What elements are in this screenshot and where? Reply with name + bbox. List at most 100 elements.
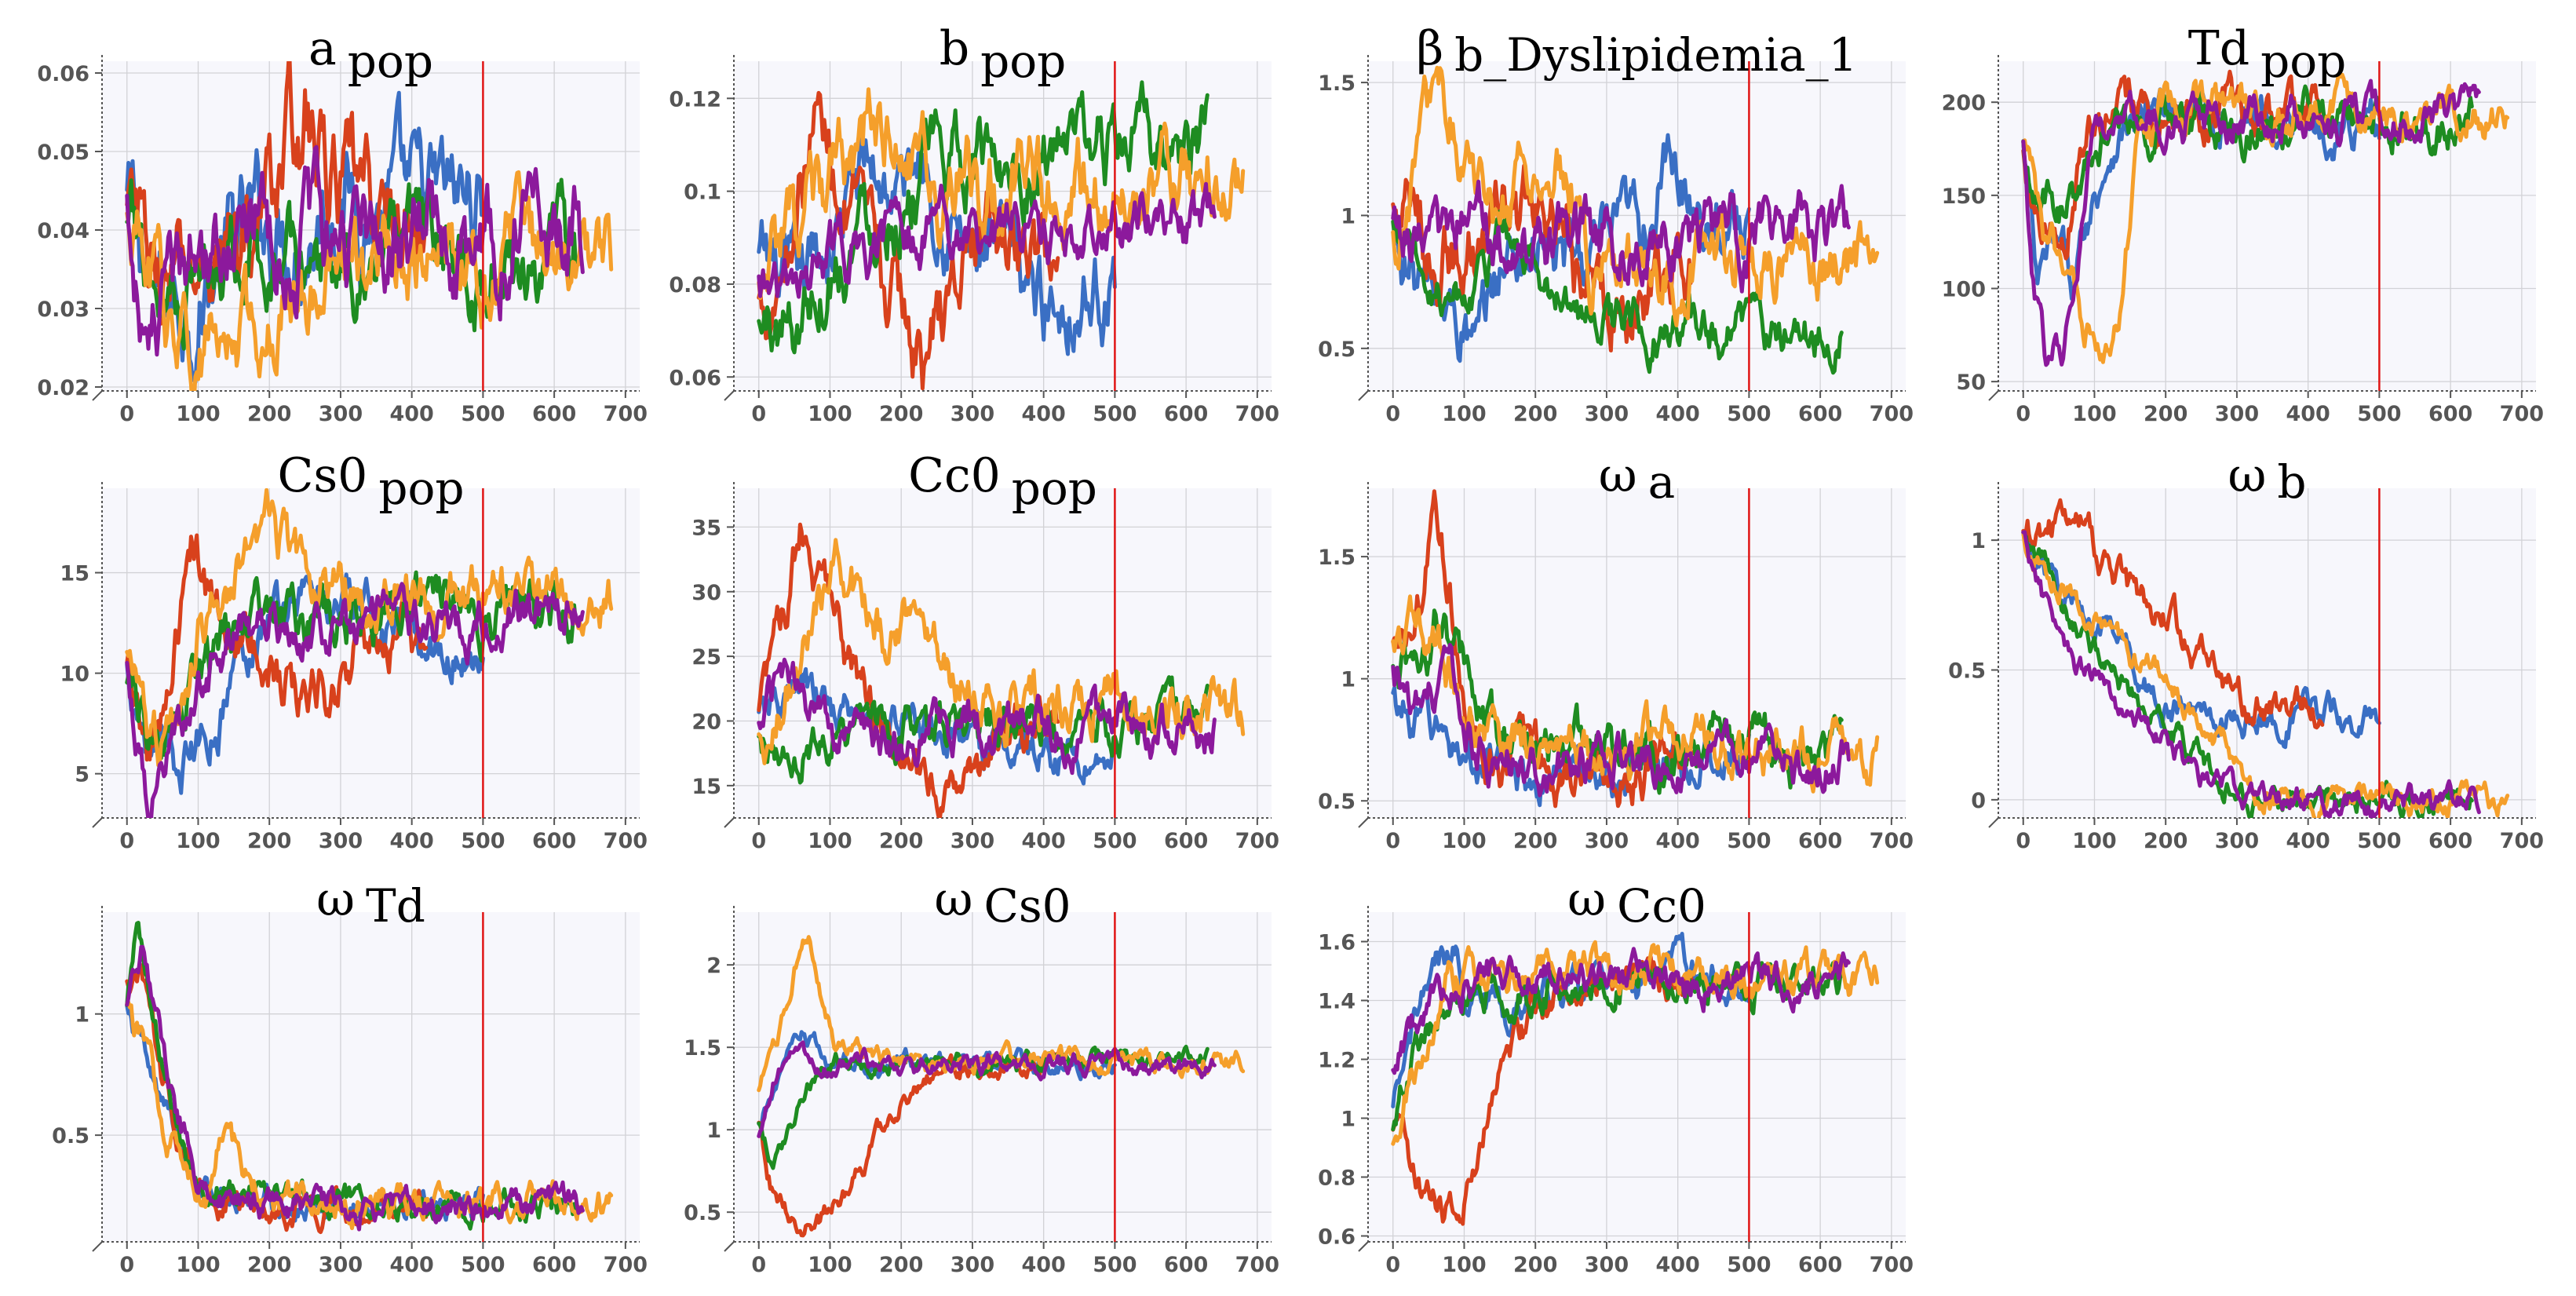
- x-tick-label: 300: [319, 402, 363, 426]
- axis-corner-tick: [1358, 817, 1369, 828]
- axis-corner-tick: [724, 817, 735, 828]
- series-line-chain-green: [757, 80, 1210, 355]
- chart-title-sub: Cs0: [983, 879, 1071, 933]
- x-tick-label: 600: [1164, 829, 1208, 853]
- x-tick-label: 700: [604, 829, 648, 853]
- x-tick-label: 600: [532, 829, 576, 853]
- x-tick-label: 0: [2016, 829, 2031, 853]
- chart-title-main: Td: [2188, 21, 2249, 76]
- series-line-chain-red: [125, 533, 429, 762]
- axis-corner-tick: [724, 390, 735, 401]
- x-tick-label: 500: [2357, 829, 2401, 853]
- chart-title: ω Cs0: [935, 872, 1071, 933]
- y-tick-label: 0.02: [37, 376, 89, 400]
- series-group: [125, 61, 614, 391]
- x-tick-label: 500: [2357, 402, 2401, 426]
- x-tick-label: 400: [1021, 829, 1065, 853]
- x-tick-label: 0: [751, 402, 766, 426]
- series-group: [2021, 498, 2510, 818]
- x-tick-label: 100: [176, 1253, 220, 1277]
- y-tick-label: 0.5: [1948, 659, 1986, 683]
- x-tick-label: 400: [1655, 1253, 1699, 1277]
- y-tick-label: 200: [1942, 91, 1986, 115]
- x-tick-label: 700: [1235, 829, 1279, 853]
- series-line-chain-purple: [125, 944, 585, 1232]
- chart-title-main: ω: [1567, 872, 1606, 927]
- plot-area: [1998, 488, 2536, 818]
- series-line-chain-purple: [1391, 642, 1851, 798]
- x-tick-label: 500: [1727, 829, 1771, 853]
- x-tick-label: 700: [1235, 1253, 1279, 1277]
- y-tick-label: 100: [1942, 277, 1986, 301]
- x-tick-label: 400: [1655, 402, 1699, 426]
- y-tick-label: 0.03: [37, 298, 89, 322]
- series-line-chain-orange: [125, 170, 614, 391]
- series-line-chain-blue: [125, 572, 485, 795]
- chart-title: ω Cc0: [1567, 872, 1706, 933]
- x-tick-label: 400: [1021, 402, 1065, 426]
- y-tick-label: 0.5: [684, 1201, 721, 1225]
- y-tick-label: 0: [1971, 789, 1986, 813]
- y-tick-label: 2: [706, 954, 721, 978]
- chart-title: Td pop: [2188, 21, 2347, 88]
- axis-corner-tick: [92, 817, 103, 828]
- y-tick-label: 20: [691, 710, 721, 734]
- chart-panel-8: 0 100 200 300 400 500 600 700 0 0.5 1 ω b: [1948, 448, 2544, 853]
- series-line-chain-purple: [757, 1040, 1217, 1138]
- chart-panel-7: 0 100 200 300 400 500 600 700 0.5 1 1.5 ω a: [1318, 448, 1914, 853]
- series-line-chain-green: [125, 570, 578, 761]
- y-tick-label: 0.06: [37, 62, 89, 86]
- x-tick-label: 500: [461, 829, 505, 853]
- x-tick-label: 600: [1798, 1253, 1842, 1277]
- x-tick-label: 200: [247, 829, 291, 853]
- x-tick-label: 600: [1798, 402, 1842, 426]
- x-tick-label: 0: [751, 1253, 766, 1277]
- x-tick-label: 100: [176, 402, 220, 426]
- chart-panel-5: 0 100 200 300 400 500 600 700 5 10 15 Cs0 pop: [60, 448, 648, 853]
- x-tick-label: 600: [532, 1253, 576, 1277]
- x-tick-label: 400: [389, 402, 433, 426]
- series-group: [1391, 489, 1880, 809]
- chart-title-main: a: [308, 21, 337, 76]
- chart-title: β b_Dyslipidemia_1: [1416, 21, 1857, 82]
- x-tick-label: 200: [1513, 829, 1557, 853]
- chart-title-main: ω: [316, 872, 355, 927]
- y-tick-label: 1: [1341, 1108, 1356, 1132]
- chart-title-main: Cs0: [277, 448, 367, 503]
- chart-title-sub: Td: [366, 879, 425, 933]
- chart-panel-2: 0 100 200 300 400 500 600 700 0.06 0.08 0.1 0.12 b po…: [669, 21, 1279, 426]
- x-tick-label: 500: [461, 1253, 505, 1277]
- x-tick-label: 0: [1385, 1253, 1400, 1277]
- chart-panel-3: 0 100 200 300 400 500 600 700 0.5 1 1.5 β b_Dyslipid…: [1318, 21, 1914, 426]
- axis-corner-tick: [1358, 390, 1369, 401]
- series-line-chain-orange: [125, 488, 614, 768]
- x-tick-label: 500: [1093, 1253, 1137, 1277]
- chart-title-main: ω: [2228, 448, 2266, 503]
- x-tick-label: 0: [1385, 829, 1400, 853]
- x-tick-label: 600: [1798, 829, 1842, 853]
- x-tick-label: 700: [1870, 1253, 1914, 1277]
- axis-corner-tick: [1358, 1241, 1369, 1252]
- y-tick-label: 30: [691, 581, 721, 605]
- chart-title-sub: a: [1648, 455, 1676, 509]
- chart-title-sub: pop: [1012, 462, 1097, 515]
- x-tick-label: 500: [1727, 1253, 1771, 1277]
- series-line-chain-purple: [757, 181, 1217, 299]
- series-line-chain-purple: [2021, 78, 2481, 367]
- series-line-chain-purple: [125, 582, 585, 818]
- x-tick-label: 0: [2016, 402, 2031, 426]
- chart-title-sub: pop: [378, 462, 464, 515]
- chart-title-main: ω: [935, 872, 973, 927]
- x-tick-label: 600: [532, 402, 576, 426]
- x-tick-label: 300: [2215, 402, 2259, 426]
- chart-title: Cs0 pop: [277, 448, 464, 515]
- x-tick-label: 400: [1021, 1253, 1065, 1277]
- y-tick-label: 1: [1341, 668, 1356, 692]
- series-group: [757, 935, 1246, 1238]
- x-tick-label: 300: [2215, 829, 2259, 853]
- x-tick-label: 300: [1585, 402, 1629, 426]
- x-tick-label: 100: [1442, 1253, 1486, 1277]
- x-tick-label: 500: [1093, 829, 1137, 853]
